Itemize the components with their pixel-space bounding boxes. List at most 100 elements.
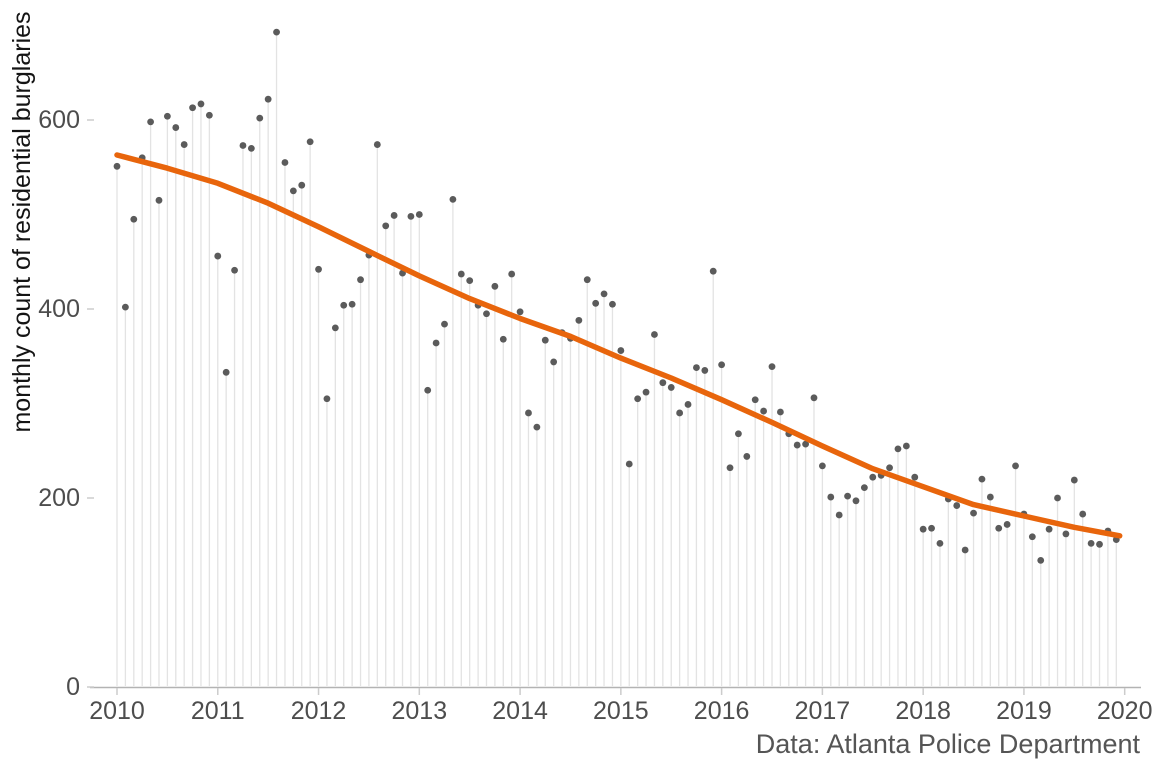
data-point (684, 401, 692, 408)
data-point (936, 539, 944, 547)
data-point (357, 276, 364, 284)
data-point (919, 525, 927, 533)
x-tick-label: 2012 (291, 697, 347, 725)
data-point (424, 386, 432, 394)
data-point (508, 270, 516, 278)
data-point (239, 142, 247, 149)
data-point (802, 440, 809, 448)
x-tick-label: 2018 (895, 697, 951, 725)
data-point (457, 270, 465, 278)
data-point (256, 114, 264, 122)
data-point (793, 441, 801, 449)
data-point (180, 141, 188, 148)
data-point (852, 497, 860, 505)
data-point (1003, 521, 1011, 528)
data-point (718, 361, 726, 369)
data-point (617, 347, 625, 354)
data-point (323, 395, 331, 403)
data-point (348, 300, 356, 308)
data-point (289, 187, 297, 195)
data-point (693, 364, 700, 371)
data-point (264, 95, 272, 103)
y-axis-title: monthly count of residential burglaries (8, 11, 36, 432)
data-point (902, 442, 910, 450)
data-point (1070, 476, 1078, 484)
x-tick-label: 2011 (191, 697, 245, 725)
data-point (407, 212, 415, 220)
data-point (978, 475, 986, 483)
data-point (583, 276, 591, 284)
data-point (634, 395, 642, 403)
data-point (121, 303, 129, 311)
data-point (390, 212, 398, 219)
data-point (340, 301, 348, 309)
data-point (205, 111, 213, 119)
y-tick-label: 400 (38, 295, 80, 323)
data-point (415, 211, 423, 218)
data-point (911, 473, 919, 481)
data-point (1062, 530, 1070, 538)
data-point (491, 282, 499, 290)
data-point (609, 300, 616, 308)
data-point (625, 460, 633, 468)
data-point (1012, 462, 1019, 470)
data-point (298, 181, 306, 189)
data-point (214, 252, 222, 260)
data-point (726, 464, 734, 472)
data-point (172, 124, 180, 131)
caption: Data: Atlanta Police Department (756, 729, 1141, 759)
data-point (1037, 556, 1045, 564)
data-point (642, 388, 650, 396)
data-point (155, 196, 163, 204)
data-point (197, 100, 205, 108)
trend-line (114, 152, 1123, 539)
data-point (189, 104, 196, 112)
data-point (525, 409, 532, 417)
points-group (113, 28, 1120, 564)
data-point (667, 384, 675, 391)
data-point (701, 367, 709, 374)
data-point (768, 363, 776, 371)
data-point (777, 408, 784, 416)
data-point (222, 368, 230, 376)
data-point (382, 222, 390, 230)
data-point (1096, 540, 1103, 548)
data-point (810, 394, 818, 402)
data-point (315, 265, 322, 273)
data-point (1054, 494, 1061, 502)
x-tick-label: 2020 (1097, 697, 1152, 725)
data-point (516, 308, 524, 316)
data-point (986, 493, 994, 501)
data-point (869, 473, 877, 481)
x-tick-label: 2013 (391, 697, 447, 725)
data-point (760, 407, 768, 415)
data-point (659, 379, 667, 387)
data-point (273, 28, 280, 36)
x-tick-label: 2016 (694, 697, 750, 725)
data-point (113, 162, 121, 170)
data-point (970, 509, 977, 517)
data-point (751, 396, 759, 404)
data-point (231, 266, 238, 274)
axis-group (87, 119, 1141, 695)
data-point (818, 462, 826, 470)
data-point (676, 409, 684, 417)
data-point (147, 118, 154, 126)
data-point (928, 524, 935, 532)
y-tick-label: 600 (38, 106, 80, 134)
data-point (449, 195, 457, 203)
x-tick-label: 2010 (89, 697, 145, 725)
data-point (835, 511, 843, 519)
data-point (995, 524, 1003, 532)
y-tick-label: 0 (66, 673, 80, 701)
stems-group (116, 32, 1117, 686)
x-tick-label: 2017 (795, 697, 851, 725)
data-point (709, 267, 717, 275)
data-point (953, 502, 961, 509)
data-point (651, 331, 658, 338)
data-point (247, 144, 255, 152)
data-point (432, 339, 440, 347)
x-tick-label: 2015 (593, 697, 649, 725)
data-point (306, 138, 314, 146)
